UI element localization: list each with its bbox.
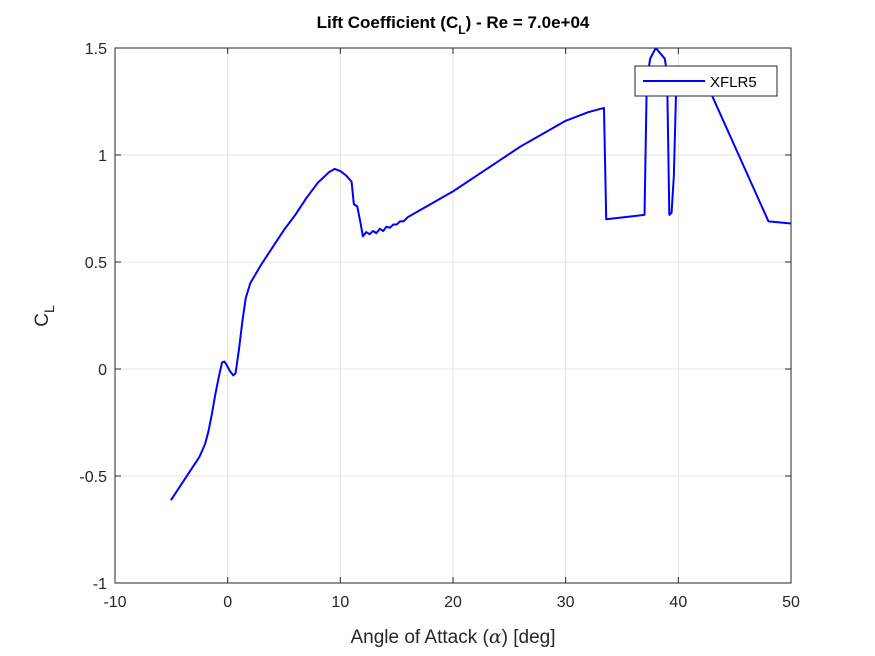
x-tick-label: 50 — [782, 594, 800, 611]
chart-title: Lift Coefficient (CL) - Re = 7.0e+04 — [317, 13, 590, 37]
y-tick-label: 0.5 — [85, 255, 107, 272]
legend: XFLR5 — [634, 65, 778, 97]
title-subscript: L — [458, 23, 465, 37]
x-tick-label: 20 — [444, 594, 462, 611]
y-tick-label: 0 — [98, 362, 107, 379]
x-axis-label: Angle of Attack (α) [deg] — [350, 626, 555, 648]
x-tick-label: 0 — [223, 594, 232, 611]
y-tick-label: 1.5 — [85, 41, 107, 58]
series-layer — [170, 48, 791, 501]
y-tick-label: -1 — [93, 576, 107, 593]
legend-label-xflr5: XFLR5 — [710, 74, 757, 91]
alpha-symbol: α — [489, 626, 502, 648]
x-tick-label: -10 — [103, 594, 126, 611]
y-axis-label: CL — [32, 305, 57, 327]
x-tick-label: 30 — [557, 594, 575, 611]
y-tick-label: 1 — [98, 148, 107, 165]
y-tick-label: -0.5 — [79, 469, 107, 486]
axis-ticks: -10 0 10 20 30 40 50 -1 -0.5 0 0.5 1 1.5 — [79, 41, 800, 611]
series-line-xflr5 — [170, 48, 791, 501]
y-axis-subscript: L — [41, 305, 57, 313]
x-tick-label: 10 — [331, 594, 349, 611]
x-tick-label: 40 — [669, 594, 687, 611]
grid-lines — [115, 48, 791, 583]
